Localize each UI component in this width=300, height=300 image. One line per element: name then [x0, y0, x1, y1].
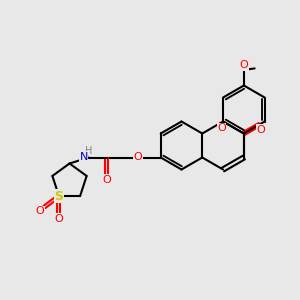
Text: O: O: [55, 214, 63, 224]
Text: O: O: [133, 152, 142, 163]
Text: O: O: [239, 60, 248, 70]
Text: O: O: [256, 125, 265, 135]
Text: O: O: [102, 175, 111, 185]
Text: H: H: [85, 146, 92, 156]
Text: O: O: [217, 123, 226, 133]
Text: S: S: [54, 190, 63, 202]
Text: O: O: [36, 206, 44, 216]
Text: N: N: [80, 152, 88, 162]
